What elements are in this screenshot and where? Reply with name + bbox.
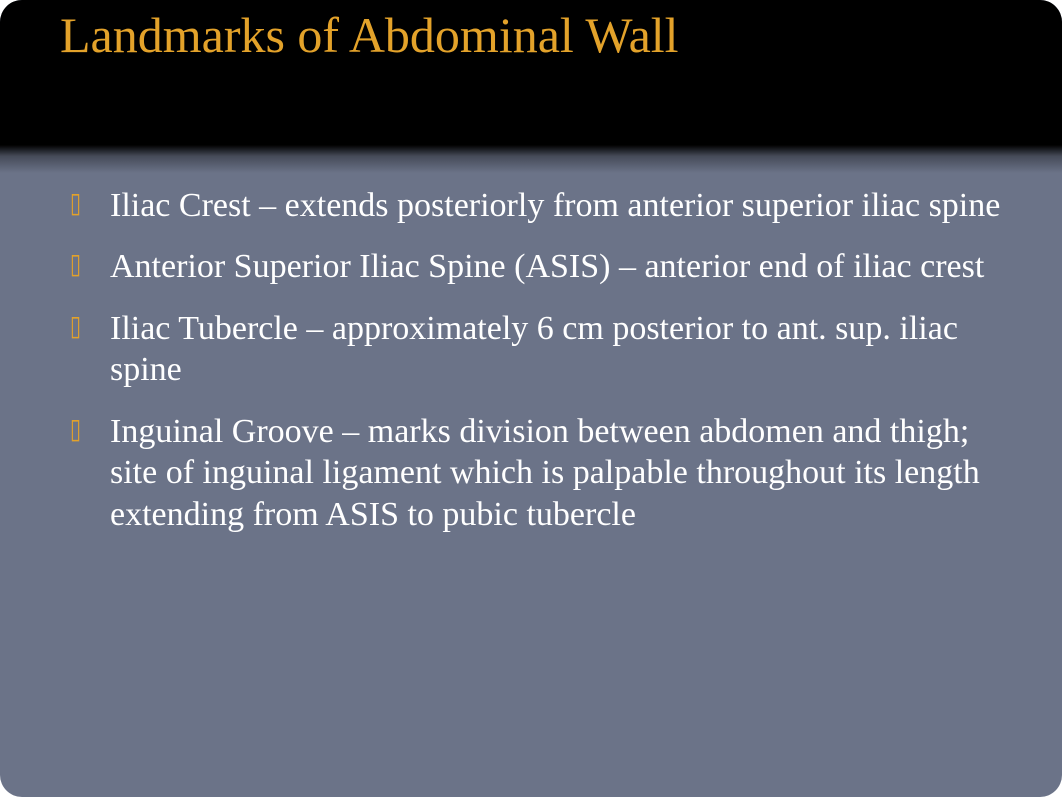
bullet-item: ▯ Inguinal Groove – marks division betwee… bbox=[60, 411, 1002, 535]
bullet-text: Iliac Tubercle – approximately 6 cm post… bbox=[110, 310, 958, 388]
bullet-item: ▯ Iliac Crest – extends posteriorly from … bbox=[60, 185, 1002, 226]
slide-header: Landmarks of Abdominal Wall bbox=[0, 0, 1062, 145]
bullet-item: ▯ Anterior Superior Iliac Spine (ASIS) – … bbox=[60, 246, 1002, 287]
slide-title: Landmarks of Abdominal Wall bbox=[60, 8, 1002, 62]
bullet-list: ▯ Iliac Crest – extends posteriorly from … bbox=[60, 185, 1002, 535]
bullet-text: Anterior Superior Iliac Spine (ASIS) – a… bbox=[110, 248, 984, 285]
bullet-marker-icon: ▯ bbox=[70, 187, 81, 221]
bullet-item: ▯ Iliac Tubercle – approximately 6 cm pos… bbox=[60, 308, 1002, 391]
bullet-marker-icon: ▯ bbox=[70, 310, 81, 344]
bullet-marker-icon: ▯ bbox=[70, 248, 81, 282]
slide-body: ▯ Iliac Crest – extends posteriorly from … bbox=[0, 145, 1062, 797]
bullet-text: Inguinal Groove – marks division between… bbox=[110, 413, 980, 533]
bullet-text: Iliac Crest – extends posteriorly from a… bbox=[110, 187, 1000, 224]
slide: Landmarks of Abdominal Wall ▯ Iliac Crest… bbox=[0, 0, 1062, 797]
bullet-marker-icon: ▯ bbox=[70, 413, 81, 447]
